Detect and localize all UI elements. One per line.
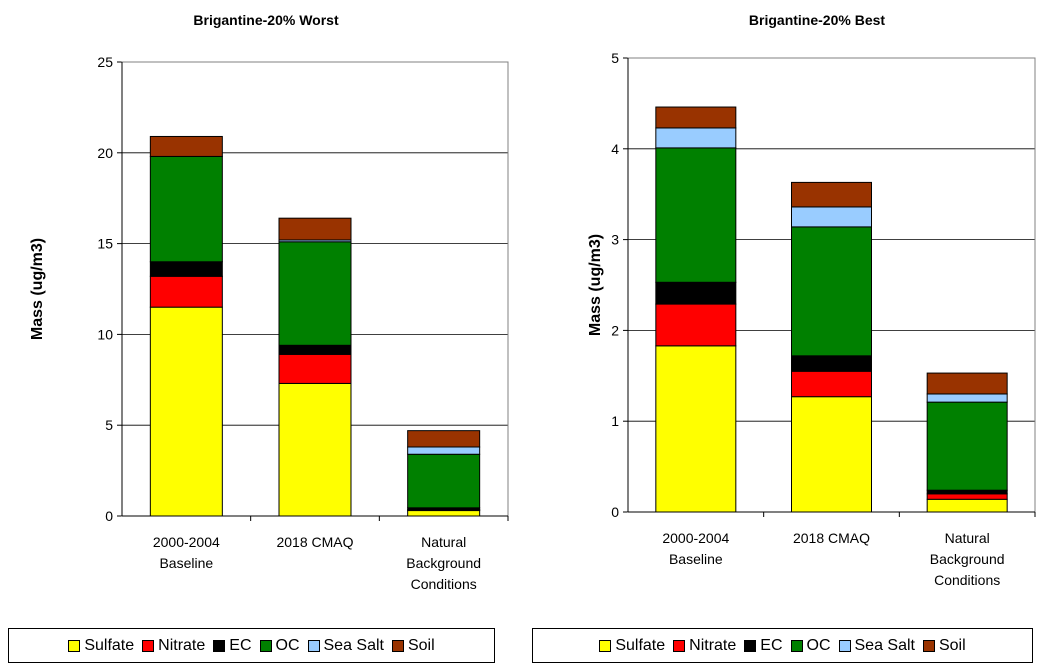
bar-segment: [655, 106, 737, 129]
x-tick-label: 2018 CMAQ: [792, 530, 871, 546]
legend-item: Sea Salt: [838, 636, 915, 655]
x-tick-label: Natural Background Conditions: [406, 534, 482, 592]
legend-item: Soil: [922, 636, 966, 655]
legend-item: EC: [213, 636, 252, 655]
legend-label: Sea Salt: [323, 636, 384, 654]
bar-segment: [791, 396, 872, 513]
legend-label: Sulfate: [615, 636, 666, 654]
bar-segment: [791, 226, 872, 357]
y-tick-label: 20: [97, 145, 113, 161]
bar-segment: [149, 275, 223, 308]
legend-item: OC: [790, 636, 831, 655]
legend-label: OC: [275, 636, 300, 654]
legend-swatch: [838, 639, 851, 652]
legend-item: Sulfate: [68, 637, 134, 655]
y-tick-label: 5: [105, 417, 113, 433]
bar-segment: [149, 306, 223, 517]
legend-item: Nitrate: [673, 637, 736, 655]
y-tick-label: 25: [97, 54, 113, 70]
legend-swatch: [142, 639, 155, 652]
legend-swatch: [307, 639, 320, 652]
x-tick-label: 2018 CMAQ: [276, 534, 354, 550]
y-tick-label: 2: [611, 322, 619, 338]
bar-segment: [278, 217, 352, 241]
legend-item: Sea Salt: [307, 636, 384, 655]
bar-segment: [791, 206, 872, 228]
legend-swatch: [599, 639, 612, 652]
legend-swatch: [391, 639, 404, 652]
legend-label: EC: [229, 636, 252, 654]
legend-label: Soil: [407, 636, 435, 654]
bar-segment: [926, 493, 1008, 500]
y-tick-label: 1: [611, 413, 619, 429]
bar-segment: [407, 430, 481, 448]
bar-segment: [926, 393, 1008, 403]
y-axis-label: Mass (ug/m3): [587, 234, 604, 336]
bar-segment: [791, 370, 872, 398]
bar-segment: [926, 372, 1008, 395]
legend-item: OC: [259, 636, 300, 655]
y-tick-label: 3: [611, 232, 619, 248]
legend-item: Nitrate: [142, 637, 205, 655]
legend-label: Sea Salt: [854, 636, 915, 654]
bar-segment: [278, 353, 352, 384]
chart-title: Brigantine-20% Best: [749, 12, 885, 28]
y-tick-label: 10: [97, 326, 113, 342]
x-tick-label: Natural Background Conditions: [929, 530, 1005, 588]
bar-segment: [407, 453, 481, 509]
legend-item: EC: [744, 636, 783, 655]
legend-label: Nitrate: [158, 636, 206, 654]
legend-item: Soil: [391, 636, 435, 655]
bar-segment: [655, 147, 737, 283]
bar-segment: [149, 155, 223, 263]
legend-label: Sulfate: [84, 636, 135, 654]
legend-label: EC: [760, 636, 783, 654]
y-tick-label: 0: [611, 504, 619, 520]
bar-segment: [407, 446, 481, 455]
legend-swatch: [259, 639, 272, 652]
legend-label: Nitrate: [689, 636, 737, 654]
legend-label: OC: [806, 636, 831, 654]
legend-swatch: [790, 639, 803, 652]
bar-segment: [926, 498, 1008, 513]
y-tick-label: 4: [611, 141, 619, 157]
bar-segment: [655, 281, 737, 305]
x-tick-label: 2000-2004 Baseline: [662, 530, 730, 567]
legend-swatch: [213, 639, 226, 652]
bar-segment: [149, 261, 223, 277]
bar-segment: [149, 135, 223, 157]
bar-segment: [791, 355, 872, 372]
legend: Sulfate Nitrate EC OC Sea Salt Soil: [532, 628, 1033, 663]
bar-segment: [655, 303, 737, 347]
bar-segment: [926, 489, 1008, 495]
y-tick-label: 0: [105, 508, 113, 524]
legend-item: Sulfate: [599, 637, 665, 655]
y-axis-label: Mass (ug/m3): [29, 238, 46, 340]
y-tick-label: 15: [97, 236, 113, 252]
legend-swatch: [673, 639, 686, 652]
bar-segment: [278, 241, 352, 346]
bar-segment: [926, 401, 1008, 491]
chart-title: Brigantine-20% Worst: [193, 12, 339, 28]
bar-segment: [655, 127, 737, 149]
bar-segment: [407, 510, 481, 517]
y-tick-label: 5: [611, 50, 619, 66]
bar-segment: [791, 181, 872, 208]
legend: Sulfate Nitrate EC OC Sea Salt Soil: [8, 628, 495, 663]
x-tick-label: 2000-2004 Baseline: [152, 534, 220, 571]
bar-segment: [278, 382, 352, 517]
bar-segment: [655, 345, 737, 513]
legend-label: Soil: [938, 636, 966, 654]
legend-swatch: [744, 639, 757, 652]
legend-swatch: [68, 639, 81, 652]
legend-swatch: [922, 639, 935, 652]
bar-segment: [278, 344, 352, 355]
